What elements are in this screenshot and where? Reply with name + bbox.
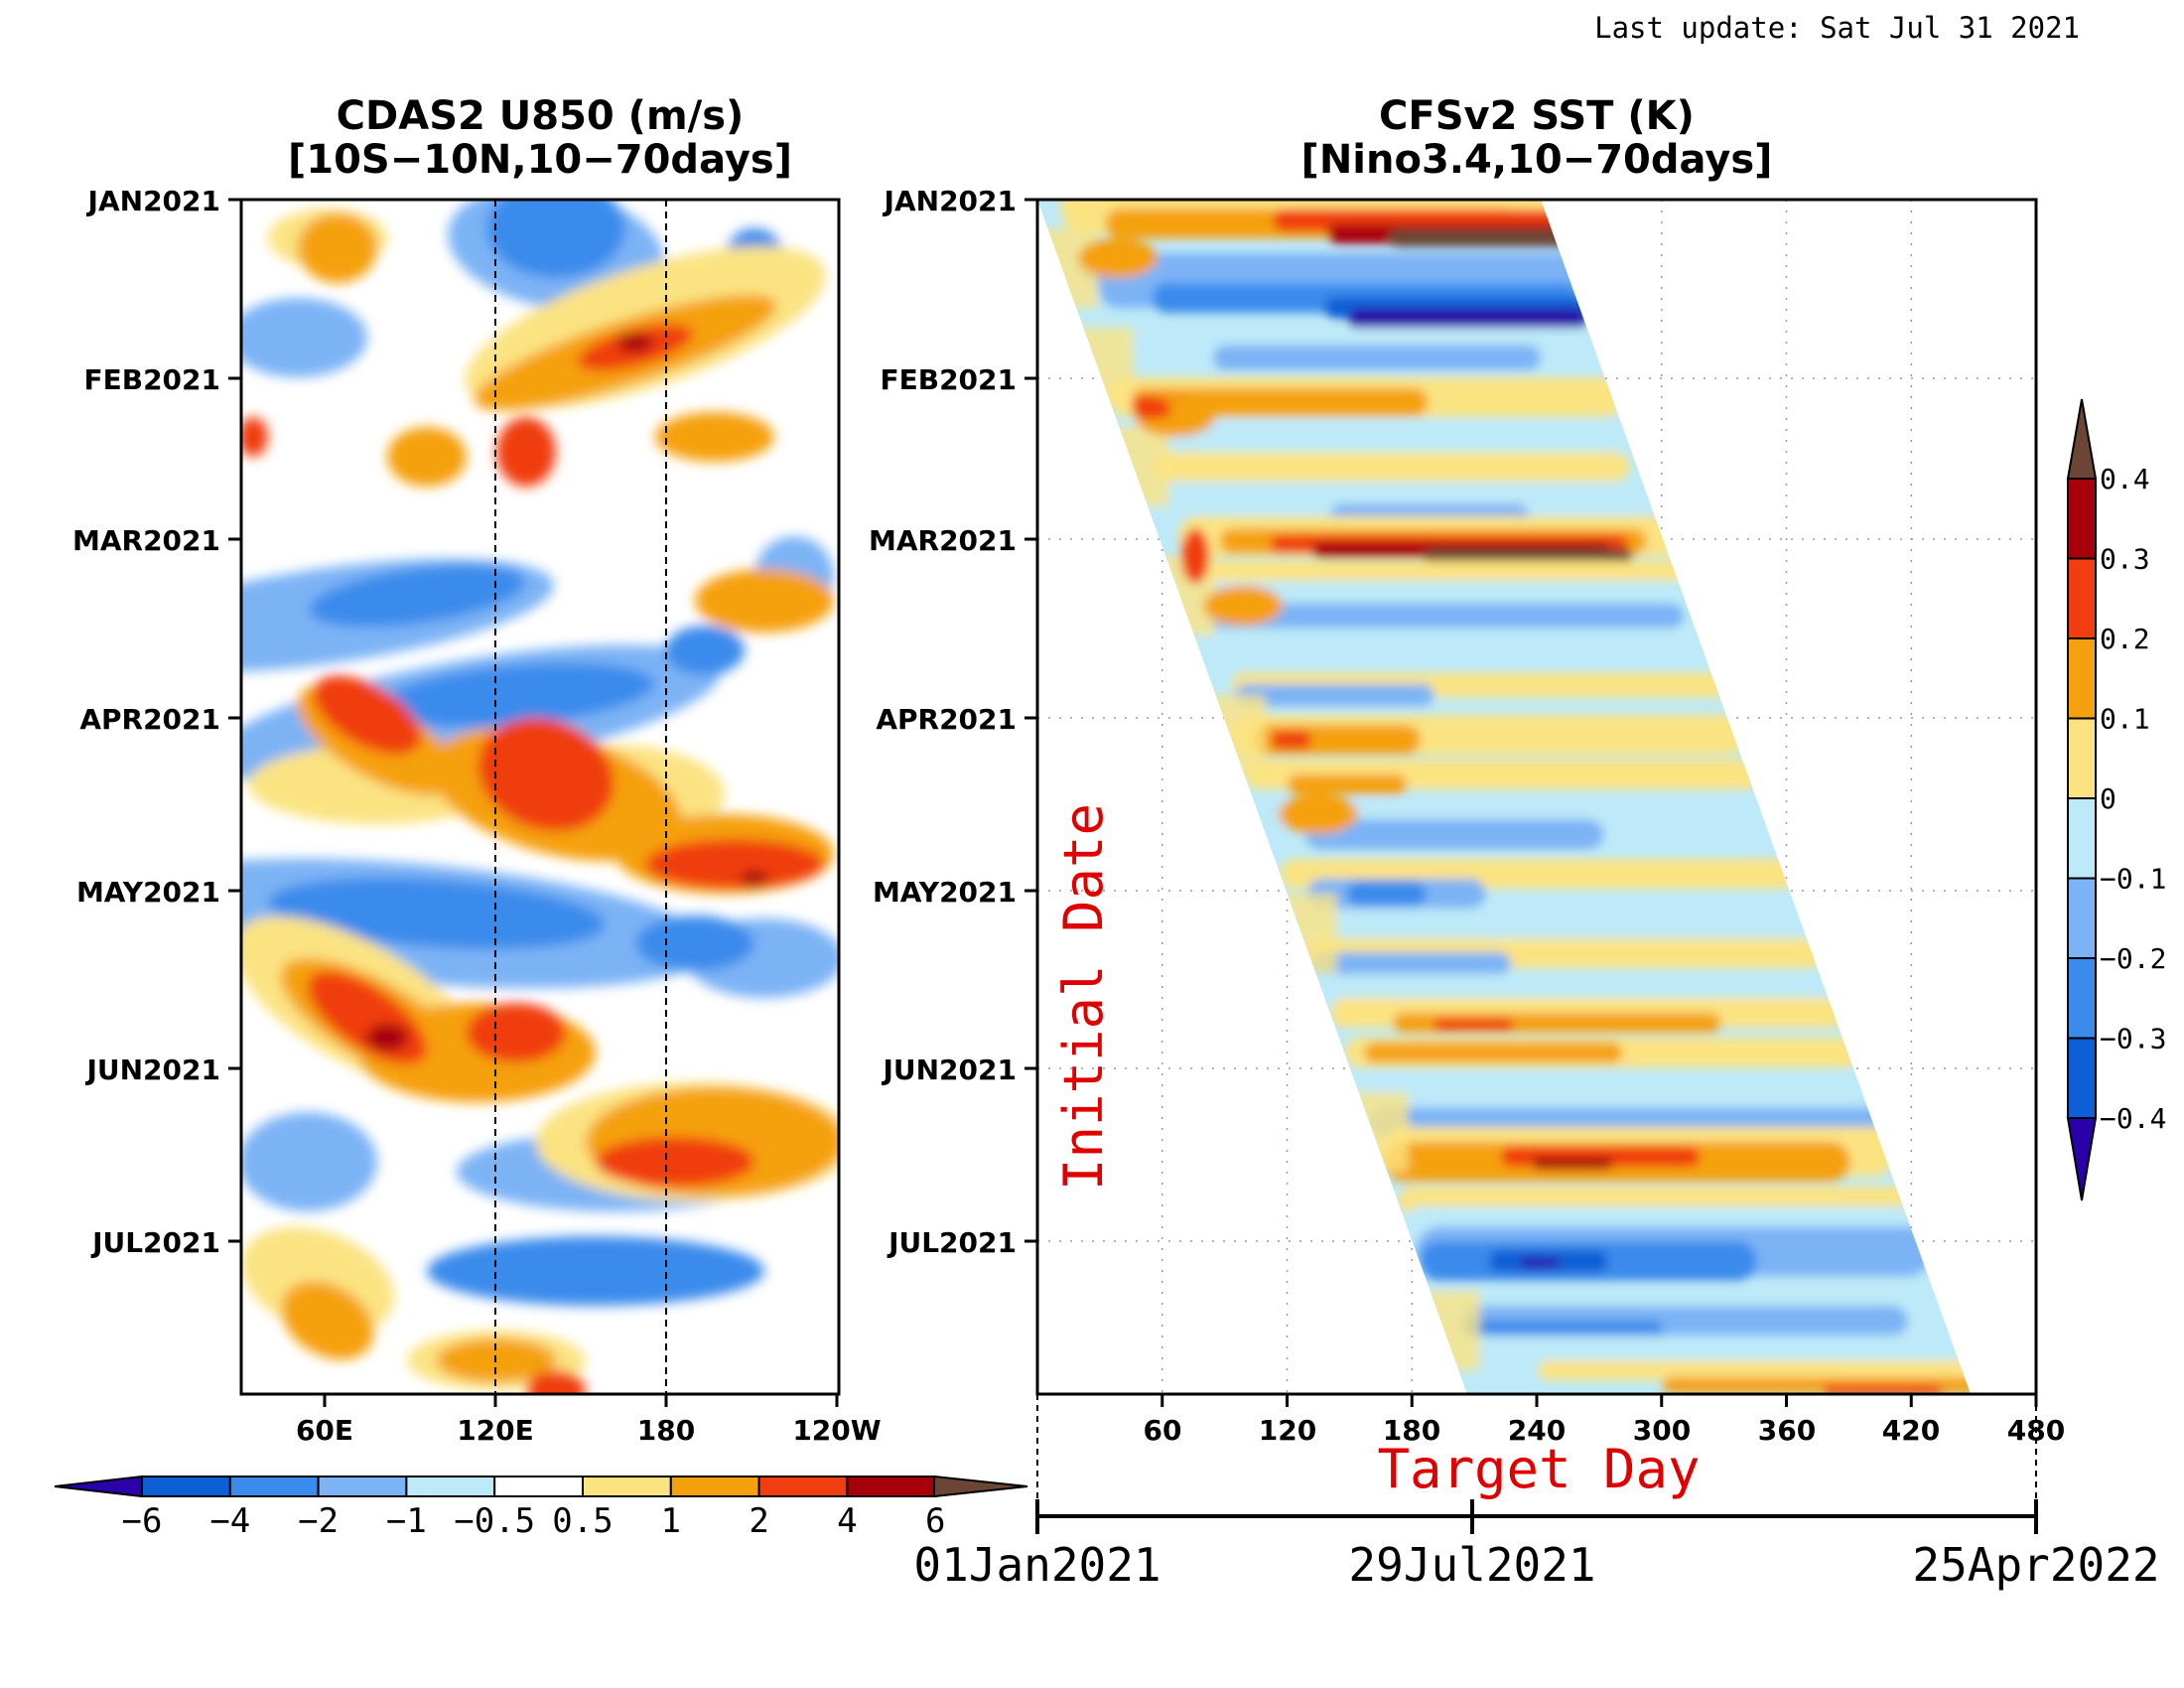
left-colorbar-cell [141, 1476, 231, 1497]
right-chart-title: CFSv2 SST (K) [1379, 93, 1695, 139]
right-colorbar-label: −0.3 [2100, 1023, 2166, 1055]
left-colorbar-label: −0.5 [454, 1501, 535, 1541]
left-colorbar-label: −1 [386, 1501, 427, 1541]
right-colorbar-high-arrow [2066, 398, 2098, 480]
left-y-tick-may: MAY2021 [76, 876, 220, 909]
left-colorbar-cell [405, 1476, 496, 1497]
left-colorbar-label: −4 [209, 1501, 250, 1541]
left-y-axis: JAN2021 FEB2021 MAR2021 APR2021 MAY2021 … [72, 185, 241, 1259]
left-y-tick-jan: JAN2021 [86, 185, 220, 217]
right-x-tick-120: 120 [1259, 1414, 1316, 1447]
left-colorbar-label: 4 [837, 1501, 857, 1541]
left-y-tick-jun: JUN2021 [84, 1054, 220, 1086]
left-panel: CDAS2 U850 (m/s) [10S−10N,10−70days] JAN… [54, 93, 1028, 1541]
right-colorbar-cell [2067, 797, 2097, 880]
left-x-tick-180: 180 [637, 1414, 695, 1447]
right-colorbar-cell [2067, 557, 2097, 639]
right-y-tick-jul: JUL2021 [887, 1226, 1017, 1259]
left-colorbar-label: 2 [749, 1501, 768, 1541]
right-x-tick-300: 300 [1633, 1414, 1691, 1447]
left-y-tick-apr: APR2021 [79, 703, 220, 736]
right-y-tick-jun: JUN2021 [881, 1054, 1017, 1086]
right-x-tick-180: 180 [1383, 1414, 1440, 1447]
left-x-tick-120w: 120W [792, 1414, 881, 1447]
right-y-axis-label: Initial Date [1052, 803, 1115, 1191]
right-colorbar-cell [2067, 637, 2097, 720]
right-colorbar: 0.4 0.3 0.2 0.1 0 −0.1 −0.2 −0.3 −0.4 [2066, 398, 2166, 1201]
right-y-tick-jan: JAN2021 [883, 185, 1017, 217]
left-colorbar-cell [669, 1476, 760, 1497]
right-x-axis: 60 120 180 240 300 360 420 480 [1144, 1394, 2065, 1447]
left-y-tick-feb: FEB2021 [83, 363, 220, 396]
left-heatmap-field [241, 200, 839, 1394]
right-colorbar-label: 0.2 [2100, 623, 2150, 655]
left-x-tick-120e: 120E [457, 1414, 534, 1447]
left-chart-subtitle: [10S−10N,10−70days] [288, 137, 792, 183]
right-x-axis-label: Target Day [1377, 1438, 1700, 1500]
right-x-tick-240: 240 [1508, 1414, 1566, 1447]
left-x-tick-60e: 60E [296, 1414, 353, 1447]
left-colorbar-label: 6 [925, 1501, 945, 1541]
right-colorbar-cell [2067, 717, 2097, 799]
left-colorbar-label: 0.5 [552, 1501, 613, 1541]
left-colorbar-cell [757, 1476, 849, 1497]
left-colorbar-cell [582, 1476, 672, 1497]
left-colorbar-label: −2 [298, 1501, 339, 1541]
left-chart-title: CDAS2 U850 (m/s) [337, 93, 745, 139]
left-x-axis: 60E 120E 180 120W [296, 1394, 882, 1447]
date-tick-end: 25Apr2022 [1912, 1538, 2159, 1592]
right-y-tick-mar: MAR2021 [869, 524, 1017, 557]
left-colorbar-cell [317, 1476, 408, 1497]
last-update-label: Last update: Sat Jul 31 2021 [1594, 11, 2080, 45]
left-colorbar-cell [846, 1476, 937, 1497]
right-colorbar-label: −0.1 [2100, 863, 2166, 896]
right-colorbar-cell [2067, 478, 2097, 560]
right-chart-subtitle: [Nino3.4,10−70days] [1301, 137, 1773, 183]
right-colorbar-label: 0 [2100, 782, 2116, 815]
left-y-tick-mar: MAR2021 [72, 524, 220, 557]
date-axis: 01Jan2021 29Jul2021 25Apr2022 [913, 1394, 2160, 1592]
left-colorbar-cell [493, 1476, 585, 1497]
right-y-tick-feb: FEB2021 [880, 363, 1017, 396]
right-colorbar-cell [2067, 1037, 2097, 1119]
right-colorbar-label: 0.4 [2100, 463, 2150, 495]
date-tick-current: 29Jul2021 [1348, 1538, 1595, 1592]
date-tick-start: 01Jan2021 [913, 1538, 1160, 1592]
right-colorbar-label: 0.1 [2100, 703, 2150, 736]
right-panel: CFSv2 SST (K) [Nino3.4,10−70days] JAN202… [869, 93, 2166, 1592]
left-plot-frame [239, 198, 841, 1396]
right-colorbar-label: −0.4 [2100, 1102, 2166, 1135]
left-colorbar-label: 1 [661, 1501, 681, 1541]
left-colorbar-high-arrow [933, 1475, 1028, 1498]
right-y-tick-apr: APR2021 [876, 703, 1017, 736]
right-x-tick-420: 420 [1882, 1414, 1940, 1447]
right-colorbar-label: −0.2 [2100, 942, 2166, 975]
left-colorbar-label: −6 [122, 1501, 163, 1541]
right-colorbar-cell [2067, 957, 2097, 1040]
right-y-tick-may: MAY2021 [873, 876, 1017, 909]
right-colorbar-cell [2067, 877, 2097, 959]
right-x-tick-60: 60 [1144, 1414, 1182, 1447]
left-y-tick-jul: JUL2021 [90, 1226, 220, 1259]
left-colorbar-low-arrow [54, 1475, 143, 1498]
right-x-tick-360: 360 [1758, 1414, 1816, 1447]
right-colorbar-low-arrow [2066, 1117, 2098, 1201]
left-colorbar: −6 −4 −2 −1 −0.5 0.5 1 2 4 6 [54, 1475, 1028, 1541]
left-colorbar-cell [228, 1476, 320, 1497]
right-colorbar-label: 0.3 [2100, 543, 2150, 576]
right-y-axis: JAN2021 FEB2021 MAR2021 APR2021 MAY2021 … [869, 185, 1037, 1259]
